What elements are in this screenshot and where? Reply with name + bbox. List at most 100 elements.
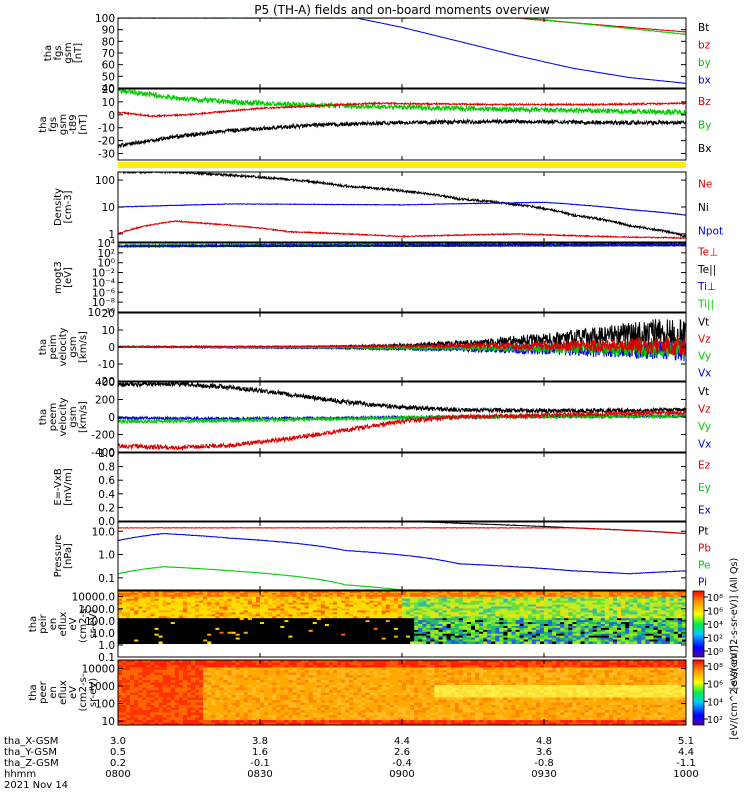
panel-2-series-2 <box>118 100 686 119</box>
panel-4-legend-3: Ti⊥ <box>697 281 716 293</box>
panel-5-ylabel-3: velocity <box>58 327 69 366</box>
x-row-label-5: 2021 Nov 14 <box>4 780 68 791</box>
panel-1-ytick-1: 100 <box>95 13 115 25</box>
panel-8-ylabel-1: Pressure <box>53 535 64 578</box>
panel-8-ytick-2: 1.0 <box>98 550 115 562</box>
panel-2-ylabel-5: [nT] <box>78 114 89 134</box>
colorbar-2-tick-4: 10² <box>707 715 723 726</box>
panel-3-legend-2: Ni <box>698 202 709 214</box>
panel-1-ytick-6: 50 <box>102 71 115 83</box>
x-tick-2-row-1: 3.8 <box>252 736 268 747</box>
panel-7-ylabel-1: E=-VxB <box>53 468 64 505</box>
panel-2-ylabel-3: gsm <box>58 114 69 135</box>
panel-1-ylabel-3: gsm <box>63 42 74 63</box>
panel-3-legend-3: Npot <box>698 225 723 237</box>
panel-8-ytick-3: 0.1 <box>98 573 115 585</box>
panel-7-legend-3: Ex <box>698 505 711 517</box>
x-tick-2-row-4: 0830 <box>247 769 272 780</box>
panel-10-ylabel-5: eV <box>68 686 79 699</box>
panel-3-plot-area <box>118 172 686 240</box>
panel-9-ylabel-2: peir <box>38 613 49 633</box>
panel-10-ytick-3: 100 <box>95 699 115 711</box>
panel-8-legend-1: Pt <box>698 526 708 538</box>
colorbar-2: 10⁸ 10⁶ 10⁴ 10² [eV/(cm^2-s-sr-eV)] <box>692 645 740 740</box>
flag-bar <box>118 162 686 168</box>
x-tick-3-row-3: -0.4 <box>392 758 412 769</box>
colorbar-2-tick-1: 10⁸ <box>707 662 723 673</box>
x-tick-5-row-2: 4.4 <box>678 747 694 758</box>
x-tick-3-row-1: 4.4 <box>394 736 410 747</box>
x-tick-5-row-4: 1000 <box>673 769 698 780</box>
panel-3-series-1 <box>118 172 686 238</box>
x-tick-1-row-2: 0.5 <box>110 747 126 758</box>
panel-2-ytick-2: 10 <box>102 97 115 109</box>
panel-5-ytick-1: 20 <box>102 308 115 320</box>
panel-6-ylabel-4: gsm <box>68 406 79 427</box>
panel-2-plot-area <box>118 89 686 150</box>
panel-9-ylabel-5: eV <box>68 617 79 630</box>
panel-2-series-1 <box>118 89 686 117</box>
panel-6-legend-2: Vz <box>698 403 711 415</box>
panel-5-legend-1: Vt <box>698 317 709 329</box>
panel-1-ytick-4: 70 <box>102 48 115 60</box>
panel-5-ylabel-5: [km/s] <box>78 331 89 363</box>
panel-10-ytick-4: 10 <box>102 716 115 728</box>
panel-10-ylabel-7: sr-eV) <box>88 678 99 707</box>
panel-7-ytick-5: 0.2 <box>98 502 115 514</box>
panel-8-legend-2: Pb <box>698 543 711 555</box>
panel-2-ylabel-4: -t89 <box>68 114 79 134</box>
panel-9-ylabel-4: eflux <box>58 612 69 637</box>
panel-10-ylabel-4: eflux <box>58 680 69 705</box>
colorbar-1-tick-4: 10² <box>707 634 723 645</box>
panel-4-ylabel-1: mogt3 <box>53 261 64 294</box>
panel-7-ytick-6: 0.0 <box>98 516 115 528</box>
panel-9-ytick-6: 0.1 <box>98 652 115 664</box>
panel-4-ylabel-2: [eV] <box>63 267 74 288</box>
x-tick-1-row-3: 0.2 <box>110 758 126 769</box>
panel-4-legend-2: Te|| <box>697 264 716 276</box>
panel-8-legend-3: Pe <box>698 560 710 572</box>
panel-8-frame <box>117 521 687 591</box>
panel-5-ylabel-4: gsm <box>68 336 79 357</box>
panel-8-legend-4: Pi <box>698 577 707 589</box>
panel-1-ylabel-2: fgs <box>53 45 64 60</box>
panel-7: 1.0 0.80.6 0.40.2 0.0 E=-VxB [mV/m] Ez Ey Ex <box>53 448 711 528</box>
panel-7-frame <box>117 452 687 522</box>
panel-6-ylabel-1: tha <box>38 409 49 425</box>
panel-4-frame <box>117 242 687 313</box>
colorbar-1-label: [eV/(cm^2-s-sr-eV)] (All Qs) <box>729 558 740 690</box>
x-tick-1-row-4: 0800 <box>105 769 130 780</box>
x-tick-4-row-4: 0930 <box>531 769 556 780</box>
colorbar-2-label: [eV/(cm^2-s-sr-eV)] <box>729 645 740 740</box>
x-row-label-1: tha_X-GSM <box>4 736 58 747</box>
panel-10-ylabel-2: peer <box>38 680 49 704</box>
x-tick-4-row-1: 4.8 <box>536 736 552 747</box>
panel-3: 100 10 1 Density [cm-3] Ne Ni Npot <box>53 171 723 243</box>
panel-1-ylabel-1: tha <box>43 45 54 61</box>
colorbar-2-tick-3: 10⁴ <box>707 697 723 708</box>
colorbar-1-tick-5: 10⁰ <box>707 647 723 658</box>
panel-3-ytick-2: 10 <box>102 202 115 214</box>
panel-8-series-3 <box>118 532 686 575</box>
panel-5-ytick-4: -10 <box>98 359 115 371</box>
colorbar-1-tick-2: 10⁶ <box>707 607 723 618</box>
x-tick-4-row-3: -0.8 <box>534 758 554 769</box>
panel-4-ytick-3: 10⁰ <box>97 258 115 270</box>
panel-7-ytick-1: 1.0 <box>98 448 115 460</box>
panel-2-series-3 <box>118 117 686 150</box>
panel-9-ytick-3: 100.0 <box>85 616 115 628</box>
x-tick-5-row-3: -1.1 <box>676 758 696 769</box>
panel-6-ytick-5: -400 <box>91 447 115 459</box>
panel-2-ytick-5: -20 <box>98 136 115 148</box>
panel-6-plot-area <box>118 382 686 452</box>
panel-1-legend-3: by <box>698 57 711 69</box>
panel-3-ytick-3: 1 <box>108 229 115 241</box>
panel-2-legend-2: By <box>698 120 711 132</box>
panel-8-ytick-1: 10.0 <box>92 526 115 538</box>
panel-6-ytick-1: 400 <box>95 377 115 389</box>
panel-6-series-4 <box>118 409 686 452</box>
x-tick-4-row-2: 3.6 <box>536 747 552 758</box>
colorbar-1: 10⁸ 10⁶ 10⁴ 10² 10⁰ [eV/(cm^2-s-sr-eV)] (All … <box>692 558 740 690</box>
